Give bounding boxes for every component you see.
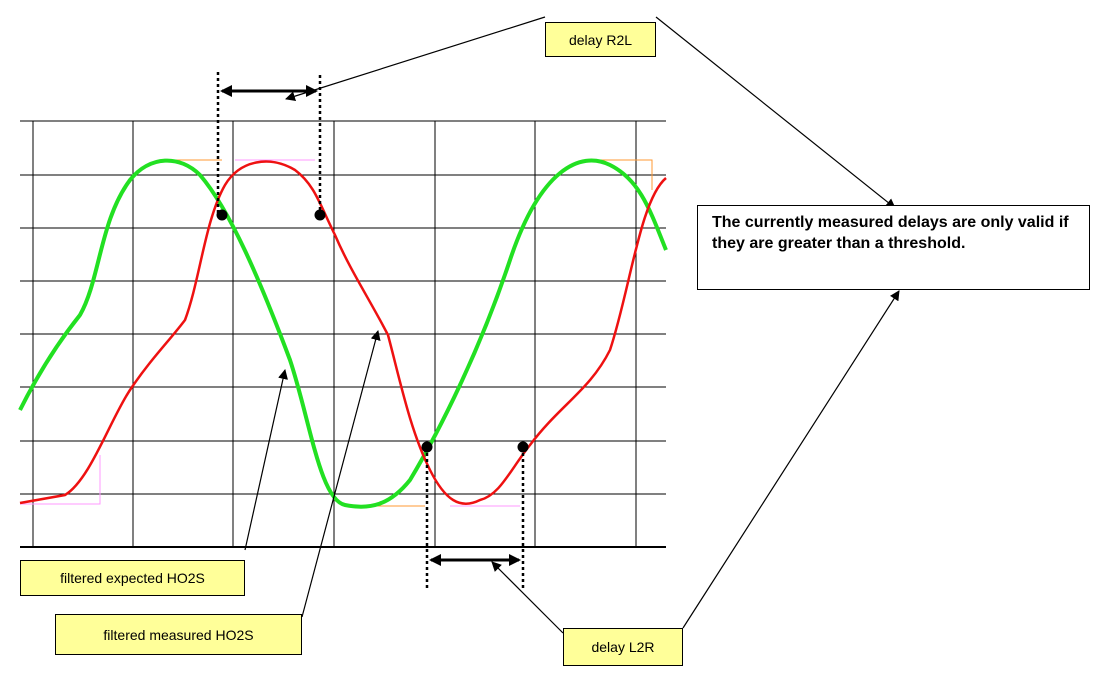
measured-label: filtered measured HO2S [55,614,302,655]
dots [216,209,529,453]
measured-curve [19,160,667,505]
connectors [220,16,900,634]
threshold-note: The currently measured delays are only v… [697,205,1090,290]
delay-l2r-label: delay L2R [563,628,683,666]
expected-label: filtered expected HO2S [20,560,245,596]
delay-r2l-label: delay R2L [545,22,656,57]
markers [216,72,525,588]
expected-curve [18,158,668,509]
grid [20,120,666,548]
